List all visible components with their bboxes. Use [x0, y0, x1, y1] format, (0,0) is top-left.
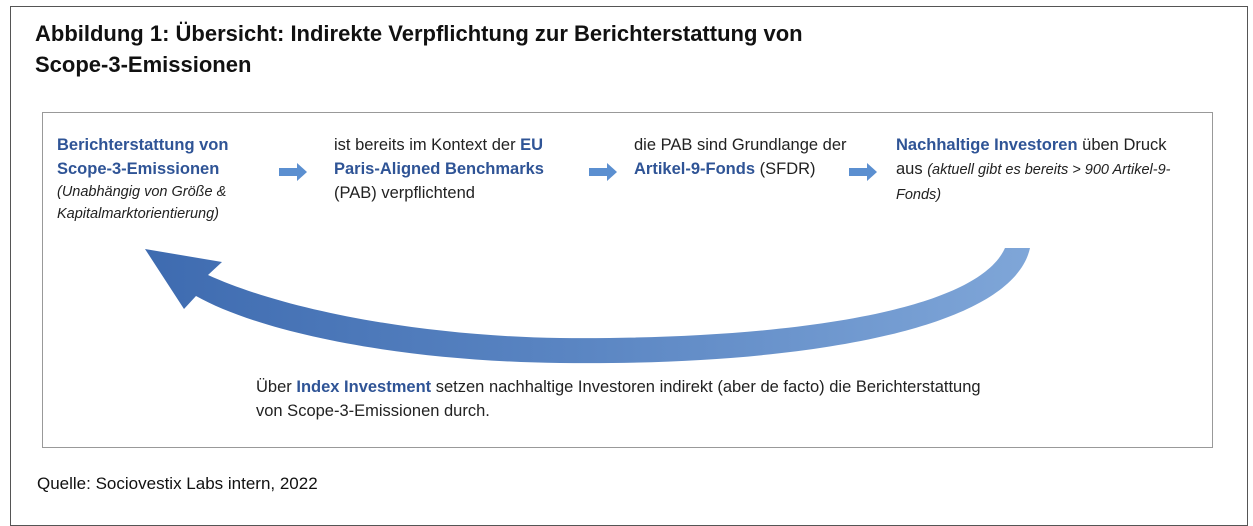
step-text: ist bereits im Kontext der: [334, 136, 516, 154]
arrow: [279, 163, 307, 181]
step-text: üben Druck aus: [896, 136, 1167, 178]
source: Quelle: Sociovestix Labs intern, 2022: [37, 474, 318, 493]
step-highlight: Nachhaltige Investoren: [896, 136, 1078, 154]
title-line: Abbildung 1: Übersicht: Indirekte Verpfl…: [35, 21, 803, 46]
step: die PAB sind Grundlange der Artikel-9-Fo…: [634, 133, 864, 181]
step: Berichterstattung von Scope-3-Emissionen…: [57, 133, 282, 225]
summary-text: setzen nachhaltige Investoren indirekt (…: [256, 378, 981, 420]
step: Nachhaltige Investoren üben Druck aus (a…: [896, 133, 1196, 207]
diagram-box: [42, 112, 1213, 448]
arrow: [589, 163, 617, 181]
step-arrows: [279, 163, 877, 181]
page: Abbildung 1: Übersicht: Indirekte Verpfl…: [10, 6, 1248, 526]
step-highlight: EU Paris-Aligned Benchmarks: [334, 136, 544, 178]
step-text: Berichterstattung von Scope-3-Emissionen: [57, 136, 229, 178]
summary-text: Über: [256, 378, 292, 396]
summary-highlight: Index Investment: [296, 378, 432, 396]
step-text: (PAB) verpflichtend: [334, 184, 475, 202]
step-note: (Unabhängig von Größe & Kapitalmarktorie…: [57, 184, 227, 222]
step-text: die PAB sind Grundlange der: [634, 136, 847, 154]
step-highlight: Artikel-9-Fonds: [634, 160, 756, 178]
title: Abbildung 1: Übersicht: Indirekte Verpfl…: [35, 18, 803, 80]
summary: Über Index Investment setzen nachhaltige…: [256, 375, 996, 423]
arrow: [849, 163, 877, 181]
arrows: [145, 163, 1030, 364]
step: ist bereits im Kontext der EU Paris-Alig…: [334, 133, 549, 205]
feedback-arrow: [145, 248, 1030, 364]
step-note: (aktuell gibt es bereits > 900 Artikel-9…: [896, 162, 1171, 203]
title-line: Scope-3-Emissionen: [35, 52, 252, 77]
step-text: (SFDR): [759, 160, 816, 178]
